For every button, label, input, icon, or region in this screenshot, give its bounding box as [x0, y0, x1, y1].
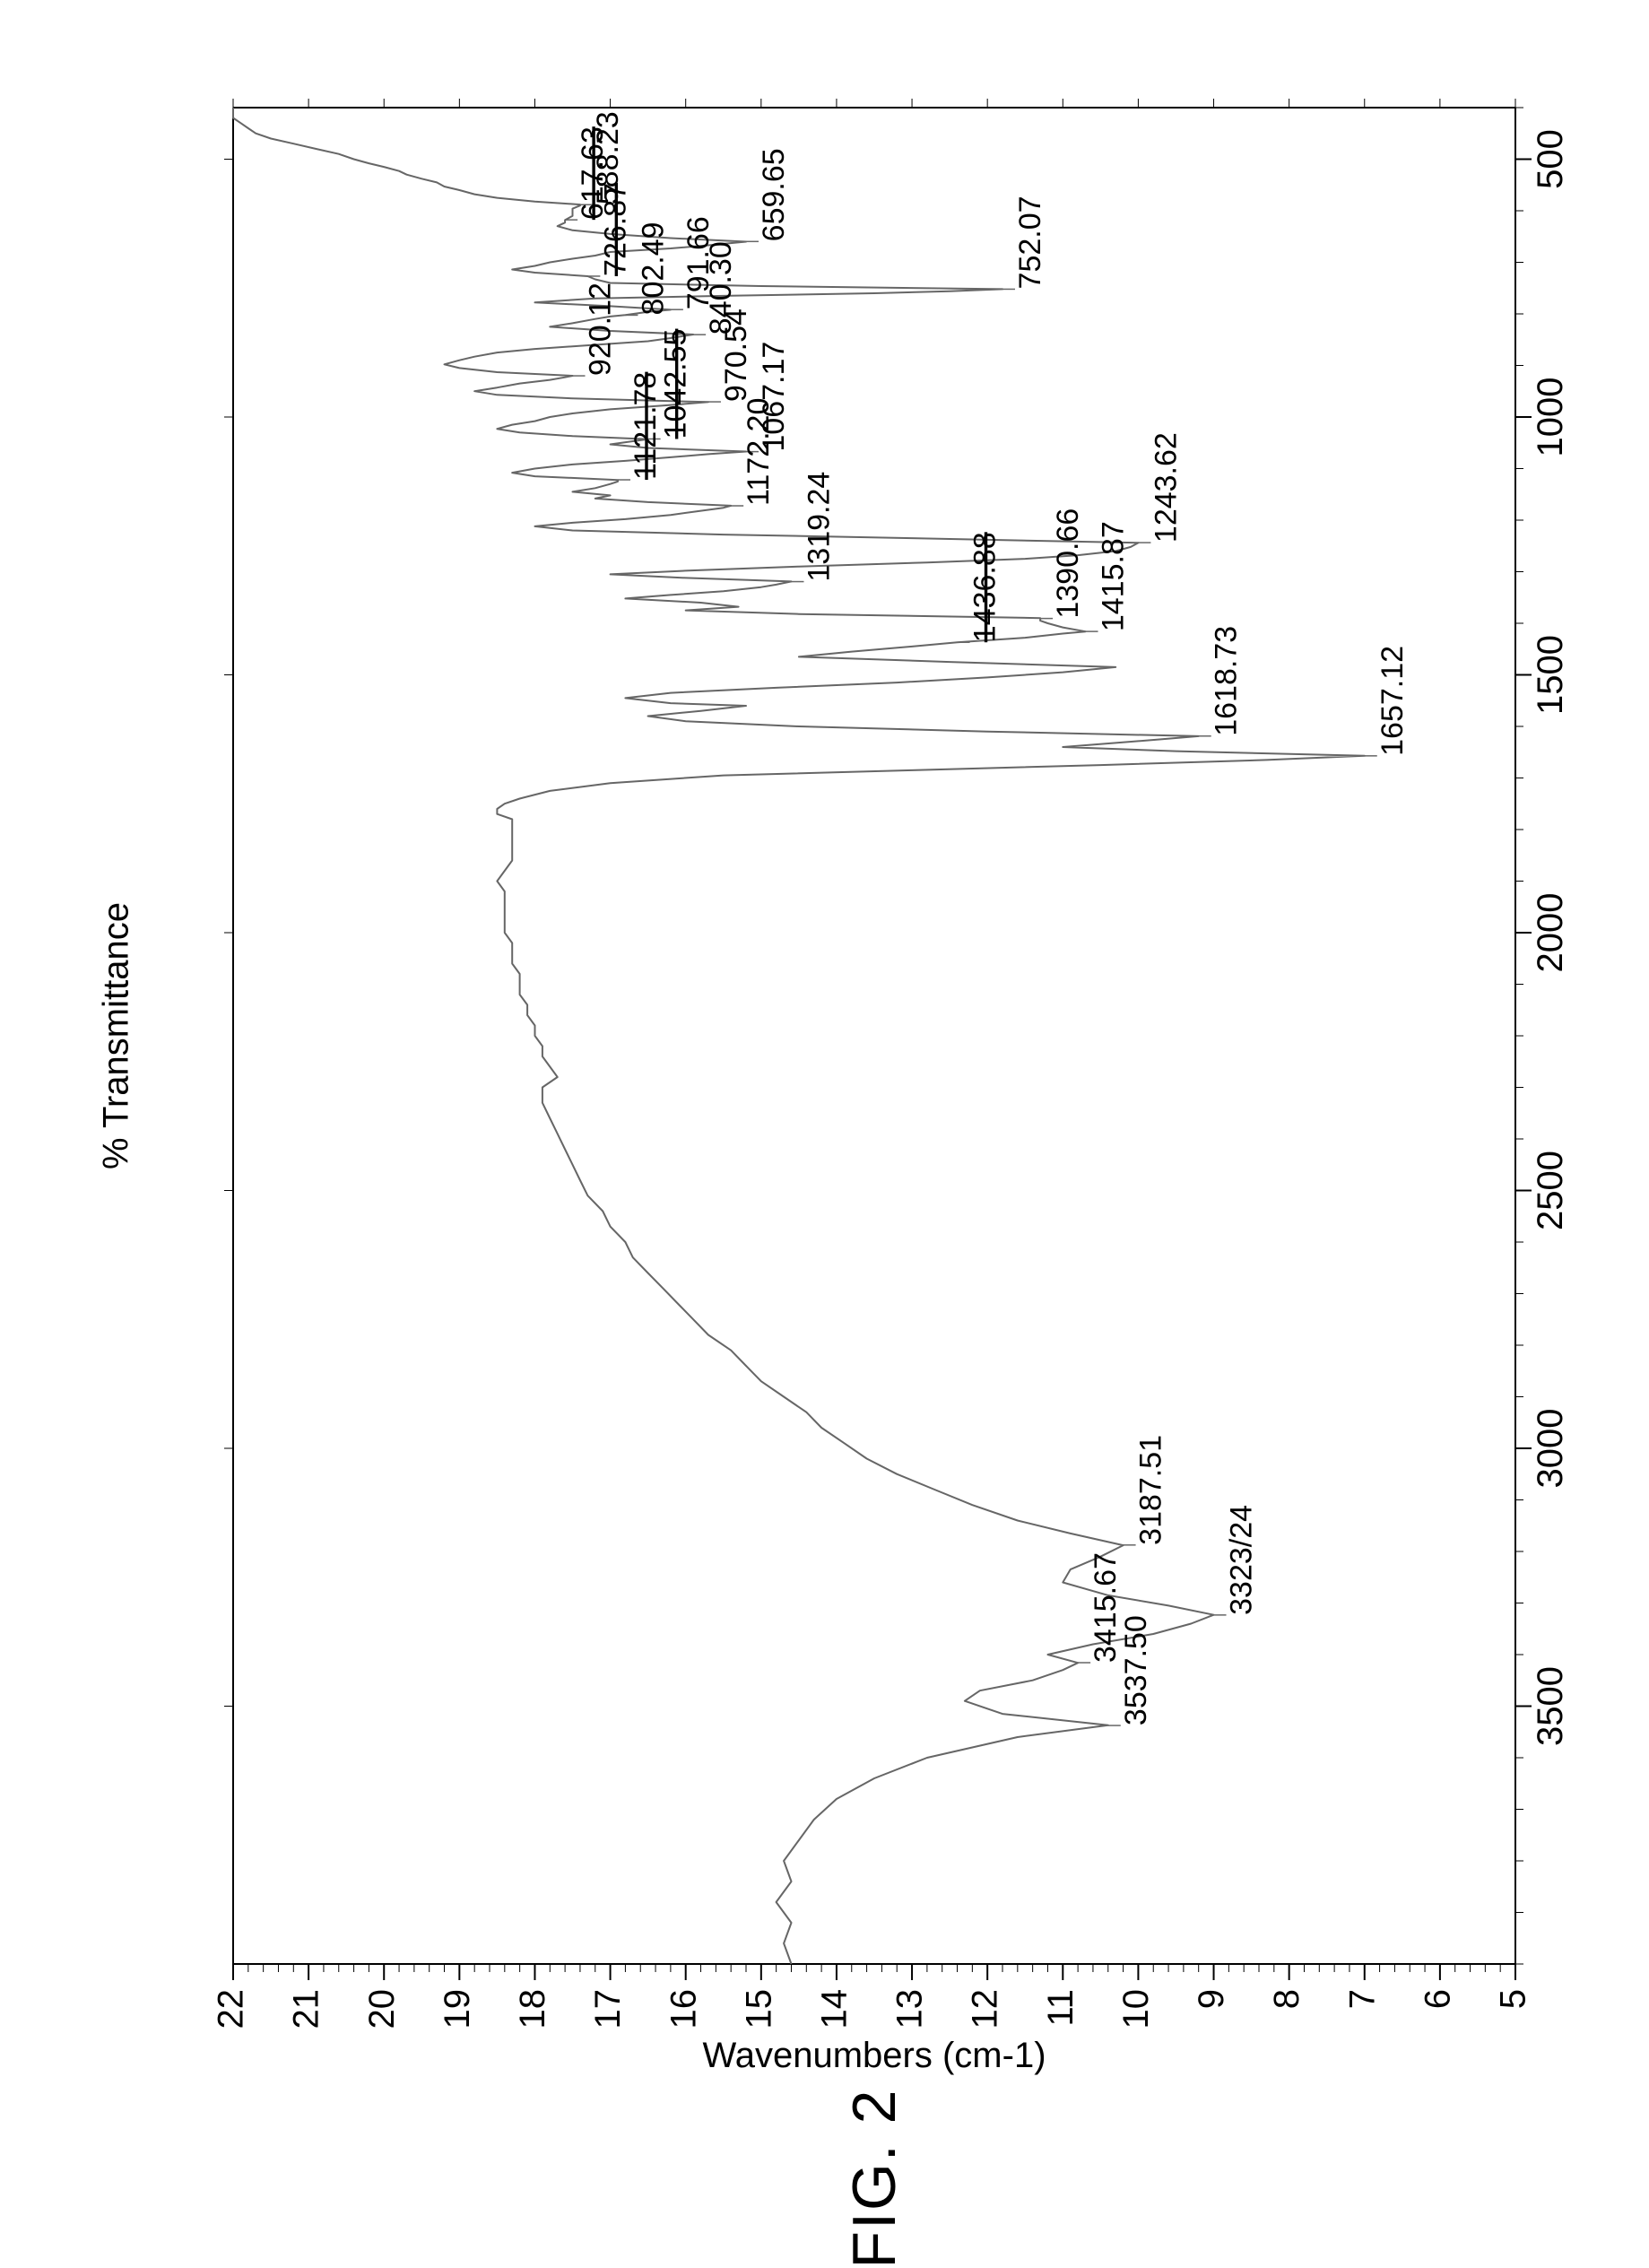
peak-label: 726.87	[598, 183, 632, 276]
peak-label: 1243.62	[1149, 432, 1183, 543]
peak-label: 1390.66	[1051, 508, 1085, 619]
y-tick-label: 21	[287, 1989, 326, 2029]
y-tick-label: 6	[1418, 1989, 1457, 2009]
spectrum-trace	[233, 108, 1365, 1964]
ir-spectrum-chart: 5 6 7 8 9 10 11 12 13 14 15 16 17 18 19 20 21 22 500 1000 15…	[0, 0, 1649, 2240]
x-tick-label: 3500	[1531, 1666, 1570, 1746]
peak-label: 3323/24	[1225, 1505, 1259, 1615]
y-tick-label: 18	[513, 1989, 552, 2029]
y-tick-label: 14	[815, 1989, 855, 2029]
x-tick-label: 2500	[1531, 1151, 1570, 1230]
peak-label: 3537.50	[1119, 1615, 1153, 1725]
y-tick-label: 22	[212, 1989, 251, 2029]
plot-group: 5 6 7 8 9 10 11 12 13 14 15 16 17 18 19 20 21 22 500 1000 15…	[212, 99, 1570, 2029]
peak-label: 920.12	[584, 282, 618, 376]
peak-label: 1172.20	[742, 398, 776, 506]
peak-label: 1415.87	[1097, 521, 1131, 631]
x-tick-label: 500	[1531, 129, 1570, 189]
peak-label: 1042.55	[659, 329, 693, 439]
y-tick-label: 7	[1342, 1989, 1382, 2009]
peak-label: 659.65	[757, 148, 791, 241]
y-tick-label: 15	[739, 1989, 778, 2029]
peak-label: 970.54	[719, 308, 753, 402]
peak-label: 752.07	[1013, 196, 1047, 289]
y-tick-label: 16	[664, 1989, 703, 2029]
peak-label: 1618.73	[1210, 626, 1244, 736]
x-tick-label: 2000	[1531, 893, 1570, 973]
y-tick-label: 8	[1267, 1989, 1306, 2009]
peak-label: 1319.24	[802, 472, 836, 582]
peak-label: 3415.67	[1089, 1552, 1123, 1663]
x-tick-label: 3000	[1531, 1409, 1570, 1489]
x-axis-label: Wavenumbers (cm-1)	[702, 2036, 1046, 2076]
y-axis-label: % Transmittance	[97, 902, 137, 1169]
peak-label: 3187.51	[1134, 1435, 1168, 1545]
x-tick-label: 1500	[1531, 635, 1570, 715]
y-tick-label: 19	[438, 1989, 477, 2029]
peak-label: 1436.88	[968, 532, 1002, 642]
y-tick-label: 10	[1116, 1989, 1156, 2029]
y-tick-label: 5	[1494, 1989, 1533, 2009]
figure-caption: FIG. 2	[839, 2089, 909, 2268]
y-tick-label: 9	[1192, 1989, 1231, 2009]
peak-label: 802.49	[636, 222, 670, 315]
x-tick-label: 1000	[1531, 378, 1570, 457]
y-tick-label: 17	[588, 1989, 628, 2029]
peak-label: 1657.12	[1376, 646, 1410, 756]
y-tick-label: 12	[966, 1989, 1005, 2029]
y-tick-label: 11	[1041, 1989, 1081, 2027]
peak-label: 1121.78	[629, 372, 663, 480]
y-tick-label: 20	[362, 1989, 402, 2029]
y-tick-label: 13	[890, 1989, 930, 2029]
page: 5 6 7 8 9 10 11 12 13 14 15 16 17 18 19 20 21 22 500 1000 15…	[0, 0, 1649, 2240]
